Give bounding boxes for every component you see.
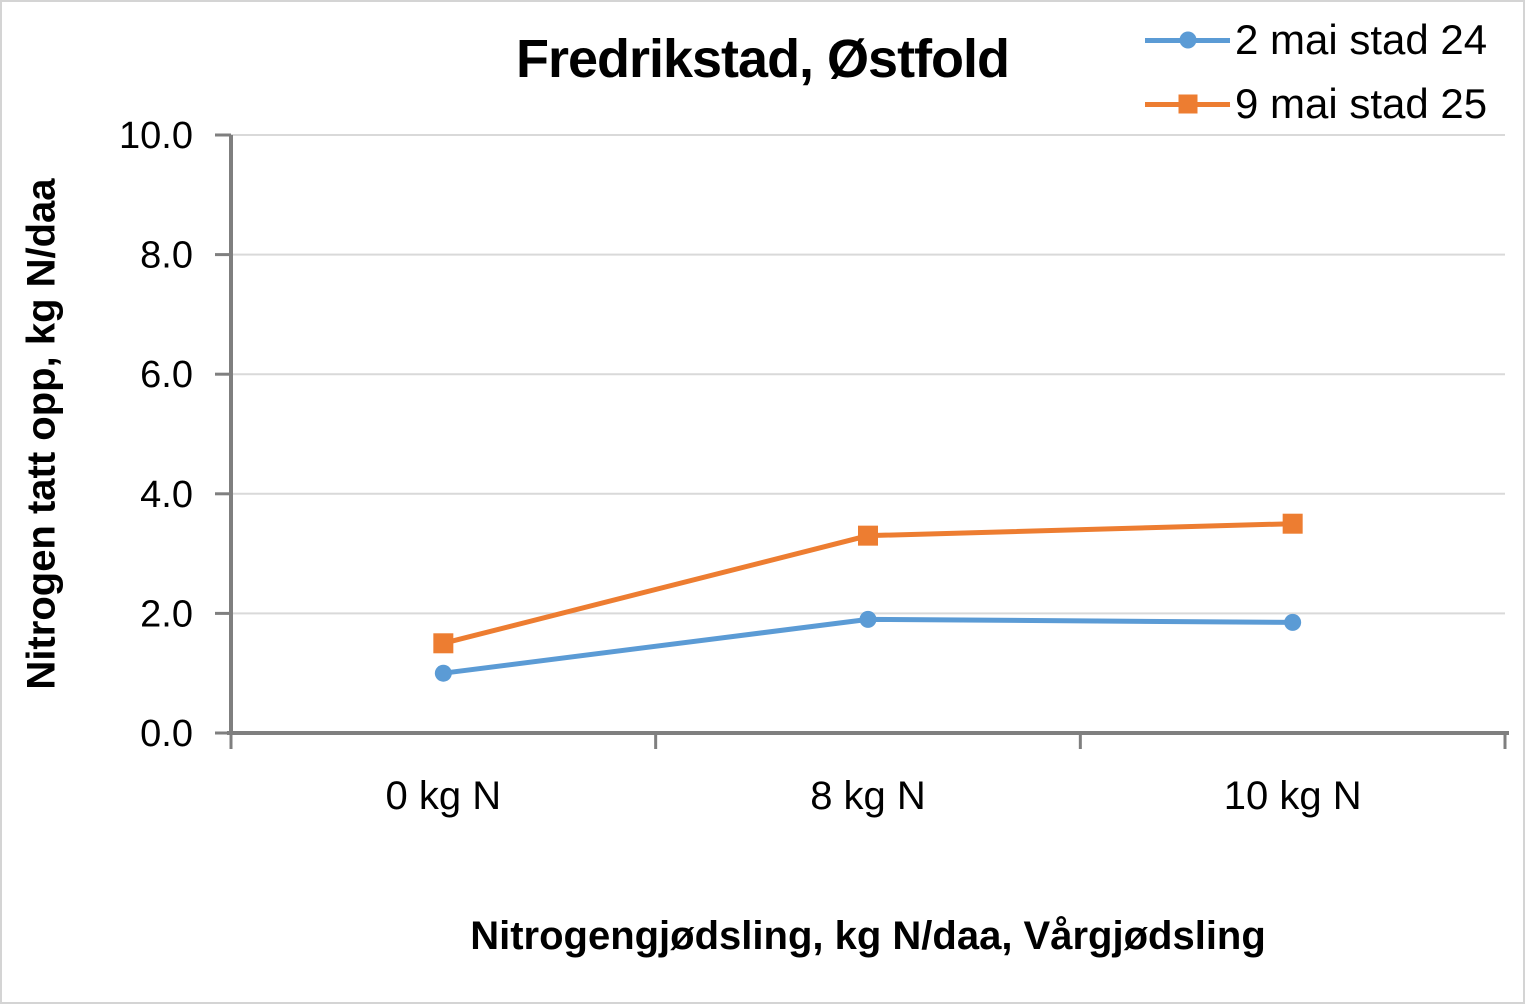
series-2-marker <box>858 525 878 546</box>
y-tick-label: 8.0 <box>140 235 193 277</box>
y-tick-label: 10.0 <box>119 115 193 157</box>
series-1-marker <box>434 664 452 682</box>
legend-swatch-series-1 <box>1145 15 1230 65</box>
series-1-marker <box>1284 613 1302 631</box>
x-category-label: 8 kg N <box>810 774 926 818</box>
series-1-marker <box>859 610 877 628</box>
circle-marker-icon <box>1179 31 1196 49</box>
y-tick-label: 0.0 <box>140 713 193 755</box>
y-tick-label: 4.0 <box>140 474 193 516</box>
legend-label-series-1: 2 mai stad 24 <box>1235 16 1488 63</box>
legend: 2 mai stad 24 9 mai stad 25 <box>1145 15 1488 129</box>
series-2-marker <box>433 633 454 654</box>
y-tick-label: 6.0 <box>140 354 193 396</box>
x-category-label: 10 kg N <box>1224 774 1362 818</box>
legend-item-series-1: 2 mai stad 24 <box>1145 15 1487 65</box>
legend-label-series-2: 9 mai stad 25 <box>1235 80 1488 127</box>
chart-title: Fredrikstad, Østfold <box>515 29 1010 89</box>
legend-item-series-2: 9 mai stad 25 <box>1145 79 1487 129</box>
square-marker-icon <box>1178 94 1197 114</box>
x-axis-title: Nitrogengjødsling, kg N/daa, Vårgjødslin… <box>470 914 1266 958</box>
y-tick-label: 2.0 <box>140 593 193 635</box>
series-2-marker <box>1282 513 1303 534</box>
legend-swatch-series-2 <box>1145 79 1230 129</box>
x-category-label: 0 kg N <box>386 774 502 818</box>
